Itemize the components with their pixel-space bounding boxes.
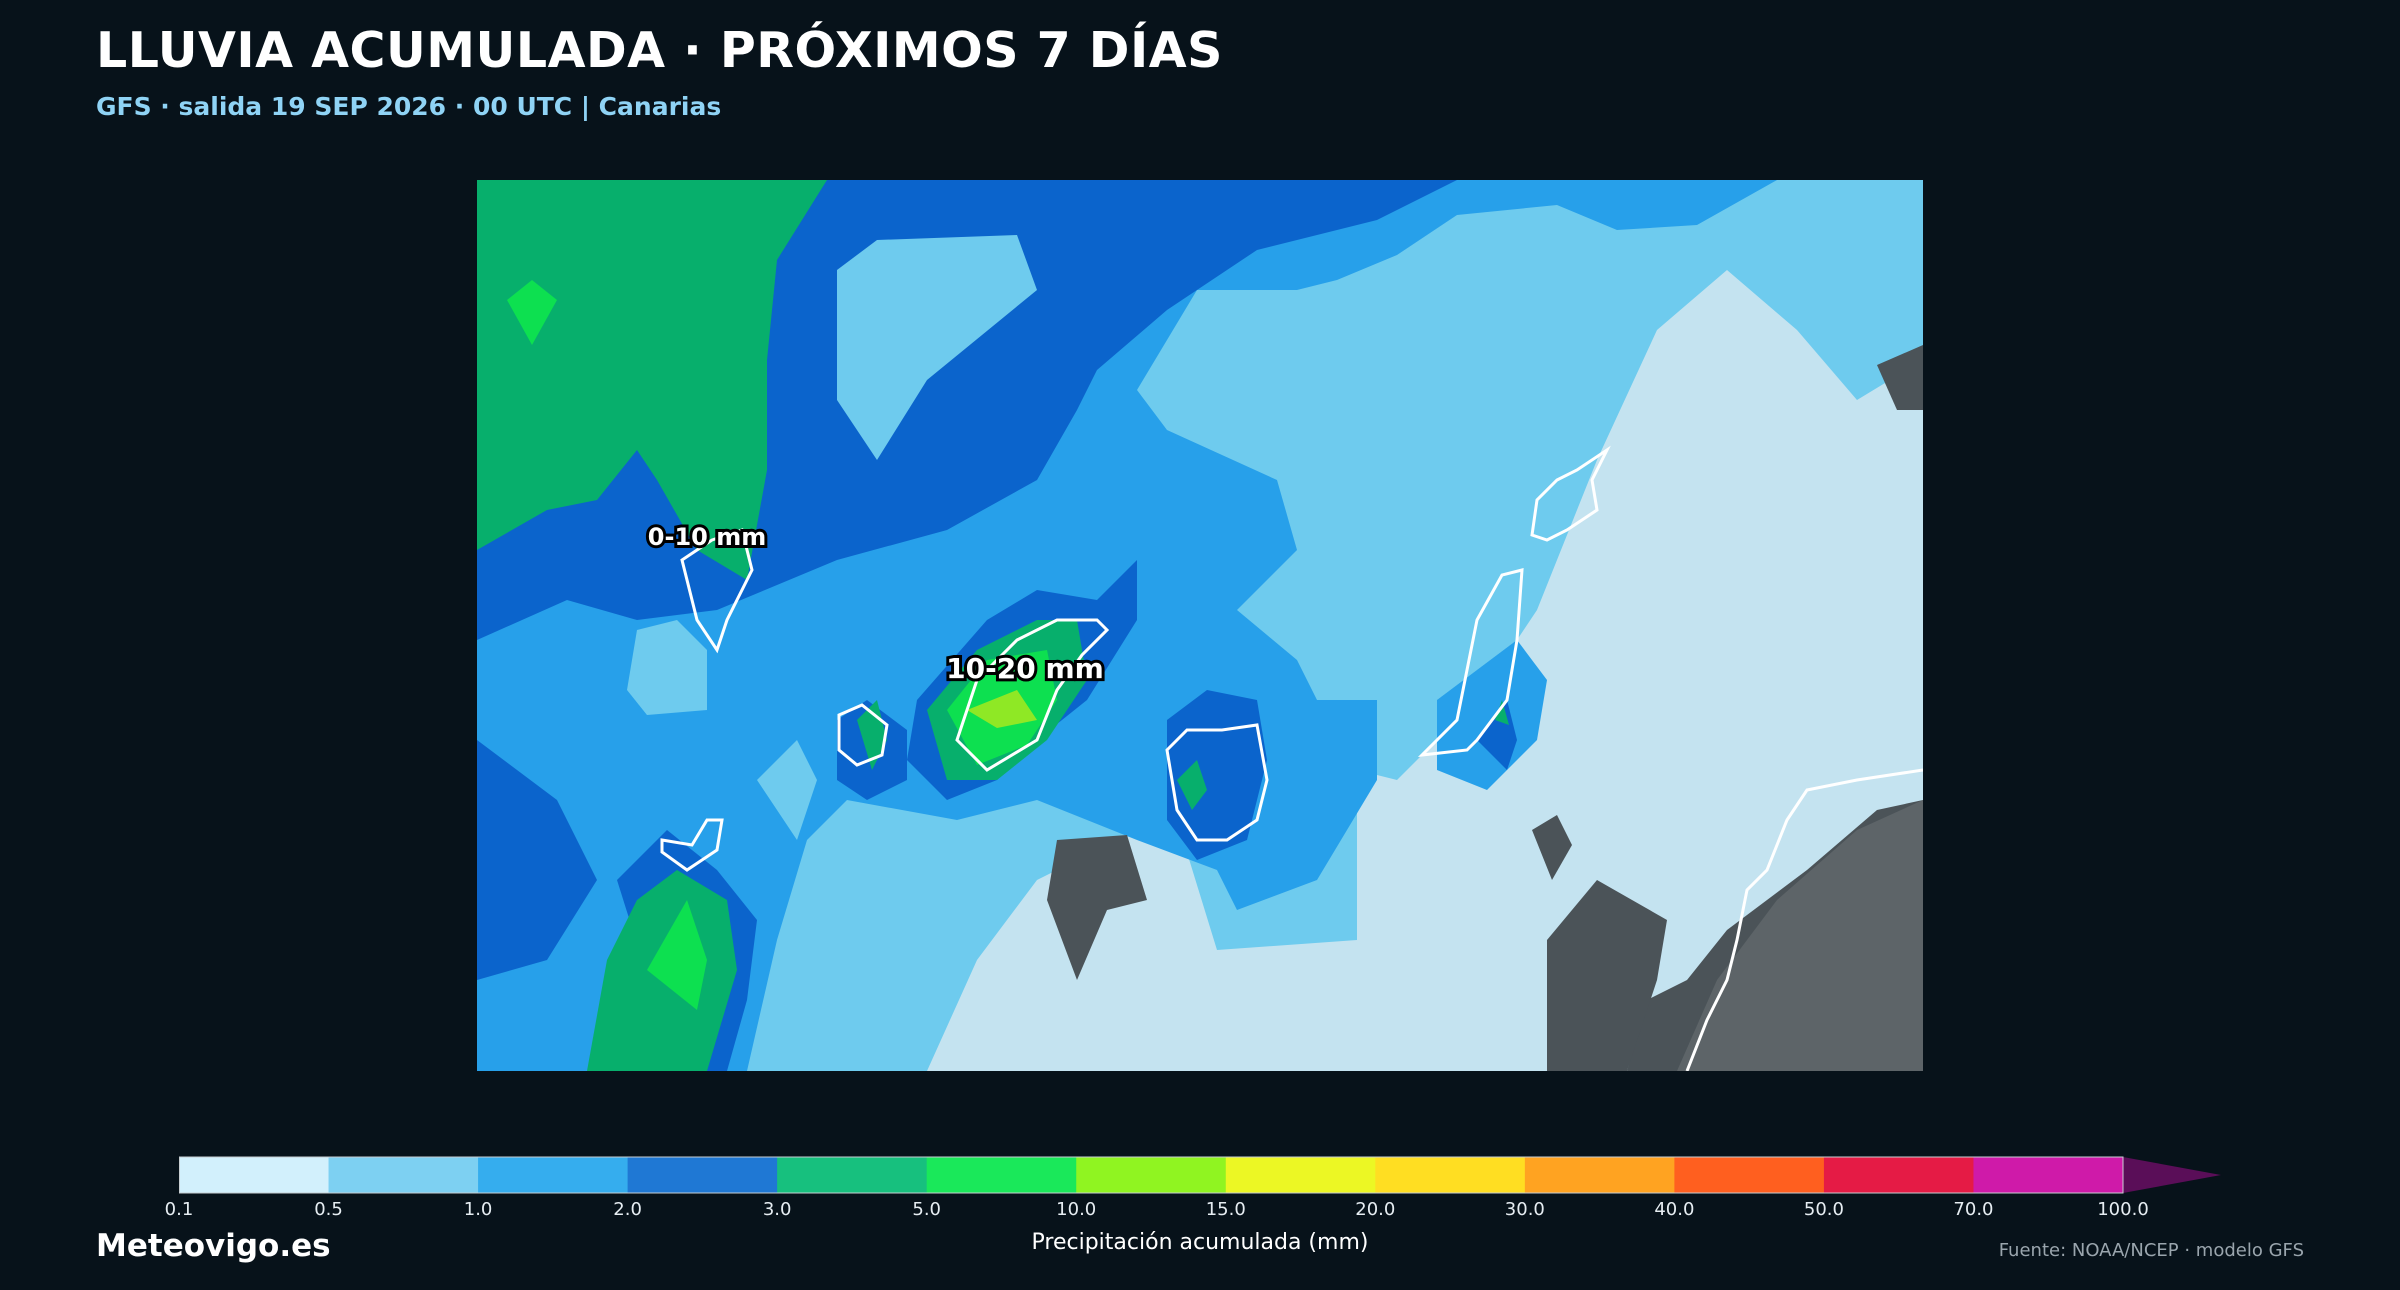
precip-core-sw-bright <box>647 900 707 1010</box>
colorbar-segment <box>478 1157 629 1193</box>
land-area-south-center <box>1547 880 1667 1071</box>
precip-ring-fuerteventura-inner <box>1477 700 1517 770</box>
label-west-range: 0-10 mm <box>648 523 766 551</box>
colorbar-segment <box>1225 1157 1376 1193</box>
precip-ring-grancanaria <box>1167 690 1267 860</box>
colorbar-tick-label: 70.0 <box>1953 1199 1994 1220</box>
colorbar-tick-label: 15.0 <box>1205 1199 1246 1220</box>
colorbar-label: Precipitación acumulada (mm) <box>1031 1230 1369 1255</box>
source-note: Fuente: NOAA/NCEP · modelo GFS <box>1998 1240 2304 1261</box>
colorbar-segment <box>926 1157 1077 1193</box>
colorbar-tick-label: 3.0 <box>762 1199 792 1220</box>
colorbar-segment <box>328 1157 479 1193</box>
island-lanzarote <box>1530 445 1611 542</box>
colorbar-extend-arrow <box>2123 1157 2221 1193</box>
colorbar-segment <box>777 1157 928 1193</box>
page-subtitle: GFS · salida 19 SEP 2026 · 00 UTC | Cana… <box>96 92 722 121</box>
precip-zone-light-pocket-nw <box>837 235 1037 460</box>
colorbar-ticks: 0.1 0.5 1.0 2.0 3.0 5.0 10.0 15.0 20.0 30.0 40.0 50… <box>0 1199 2400 1223</box>
colorbar-tick-label: 10.0 <box>1056 1199 1097 1220</box>
colorbar-segment <box>179 1157 330 1193</box>
land-area-ne-corner <box>1877 345 1923 410</box>
colorbar-segment <box>1973 1157 2124 1193</box>
colorbar-segment <box>1674 1157 1825 1193</box>
colorbar-segment <box>627 1157 778 1193</box>
colorbar-tick-label: 30.0 <box>1504 1199 1545 1220</box>
precip-ring-fuerteventura <box>1437 640 1547 790</box>
colorbar-tick-label: 50.0 <box>1803 1199 1844 1220</box>
colorbar-tick-label: 0.1 <box>164 1199 194 1220</box>
colorbar-tick-label: 0.5 <box>314 1199 343 1220</box>
coastline-africa <box>1685 768 1923 1071</box>
island-el-hierro <box>660 818 724 872</box>
land-area-east-islet <box>1532 815 1572 880</box>
colorbar-tick-label: 20.0 <box>1355 1199 1396 1220</box>
colorbar <box>179 1156 2221 1194</box>
island-la-gomera <box>837 703 889 767</box>
colorbar-segment <box>1375 1157 1526 1193</box>
precip-core-tenerife-lime <box>967 690 1037 728</box>
precipitation-map: 0-10 mm 10-20 mm <box>477 180 1923 1071</box>
colorbar-segment <box>1823 1157 1974 1193</box>
brand-logo: Meteovigo.es <box>96 1228 331 1264</box>
colorbar-tick-label: 1.0 <box>463 1199 493 1220</box>
colorbar-tick-label: 100.0 <box>2097 1199 2149 1220</box>
colorbar-tick-label: 5.0 <box>912 1199 942 1220</box>
island-tenerife <box>955 618 1110 772</box>
colorbar-tick-label: 40.0 <box>1654 1199 1695 1220</box>
precip-zone-light-pocket-w <box>627 620 707 715</box>
page-title: LLUVIA ACUMULADA · PRÓXIMOS 7 DÍAS <box>96 22 1223 79</box>
land-area-southwest-island <box>1047 835 1147 980</box>
precip-core-fuerteventura-green <box>1495 700 1509 725</box>
land-africa-coast <box>1677 800 1923 1071</box>
island-outlines <box>660 445 1923 1071</box>
colorbar-segment <box>1524 1157 1675 1193</box>
precip-core-grancanaria-green <box>1177 760 1207 810</box>
island-gran-canaria <box>1165 723 1269 842</box>
island-la-palma <box>680 528 754 654</box>
precip-zone-dark-blue-south <box>477 740 597 980</box>
colorbar-segments <box>179 1157 2124 1193</box>
island-fuerteventura <box>1417 568 1524 757</box>
colorbar-frame <box>179 1156 2124 1194</box>
precip-zone-green-west <box>477 180 827 580</box>
label-center-range: 10-20 mm <box>946 652 1104 685</box>
precip-zone-light-pocket-c <box>757 740 817 840</box>
colorbar-tick-label: 2.0 <box>613 1199 642 1220</box>
colorbar-segment <box>1076 1157 1227 1193</box>
precip-core-nw-bright <box>507 280 557 345</box>
